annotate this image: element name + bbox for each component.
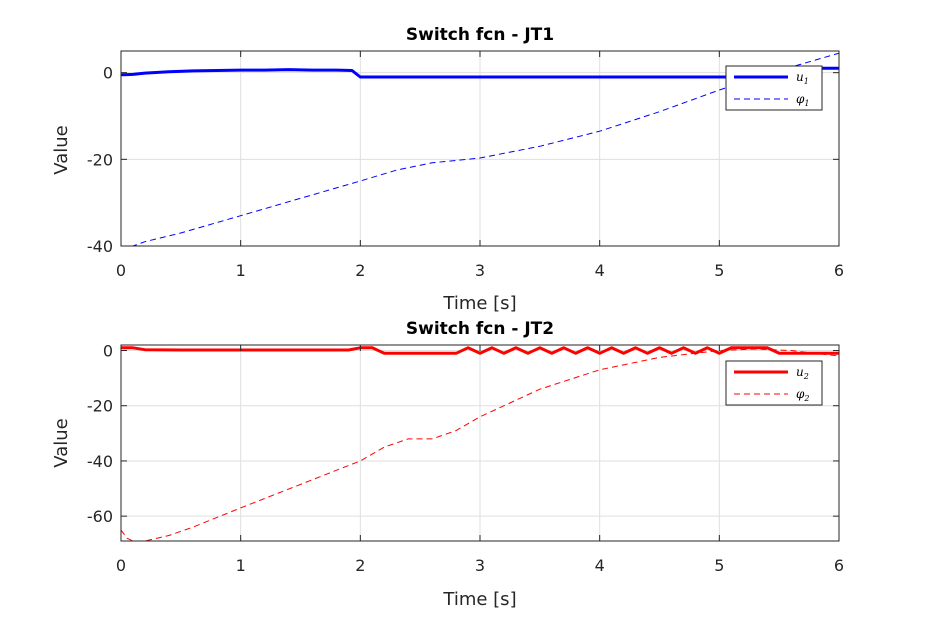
legend-label: u1 [796,70,809,86]
y-tick-label: -20 [87,397,113,416]
subplot-jt1: Switch fcn - JT1 0 1 2 3 4 5 6 -40 -20 0 Time [s]… [51,25,844,314]
x-tick-label: 1 [236,556,246,575]
legend-box [725,360,823,406]
x-tick-label: 2 [355,261,365,280]
x-tick-label: 0 [116,556,126,575]
subplot-title: Switch fcn - JT1 [406,25,554,45]
legend-box [725,65,823,111]
legend-label: φ2 [796,387,810,403]
x-tick-label: 6 [834,556,844,575]
x-tick-label: 1 [236,261,246,280]
x-tick-label: 4 [595,261,605,280]
y-tick-label: -40 [87,237,113,256]
x-axis-label: Time [s] [442,293,516,314]
y-tick-label: -40 [87,452,113,471]
x-tick-label: 5 [714,556,724,575]
legend-label: φ1 [796,92,810,108]
x-tick-label: 2 [355,556,365,575]
series-line-phi1 [121,52,839,246]
y-tick-label: 0 [103,64,113,83]
y-axis-label: Value [51,418,72,467]
x-axis-label: Time [s] [442,589,516,610]
y-axis-label: Value [51,125,72,174]
x-tick-label: 3 [475,556,485,575]
y-tick-label: 0 [103,342,113,361]
y-tick-label: -20 [87,150,113,169]
series-line-u2 [121,346,839,355]
x-tick-label: 6 [834,261,844,280]
x-tick-label: 4 [595,556,605,575]
legend-label: u2 [796,365,809,381]
x-tick-label: 5 [714,261,724,280]
x-tick-label: 3 [475,261,485,280]
x-tick-label: 0 [116,261,126,280]
series-line-phi2 [121,348,839,541]
subplot-title: Switch fcn - JT2 [406,319,554,339]
y-tick-label: -60 [87,507,113,526]
subplot-jt2: Switch fcn - JT2 0 1 2 3 4 5 6 -60 -40 -20 0 Time … [51,319,844,610]
